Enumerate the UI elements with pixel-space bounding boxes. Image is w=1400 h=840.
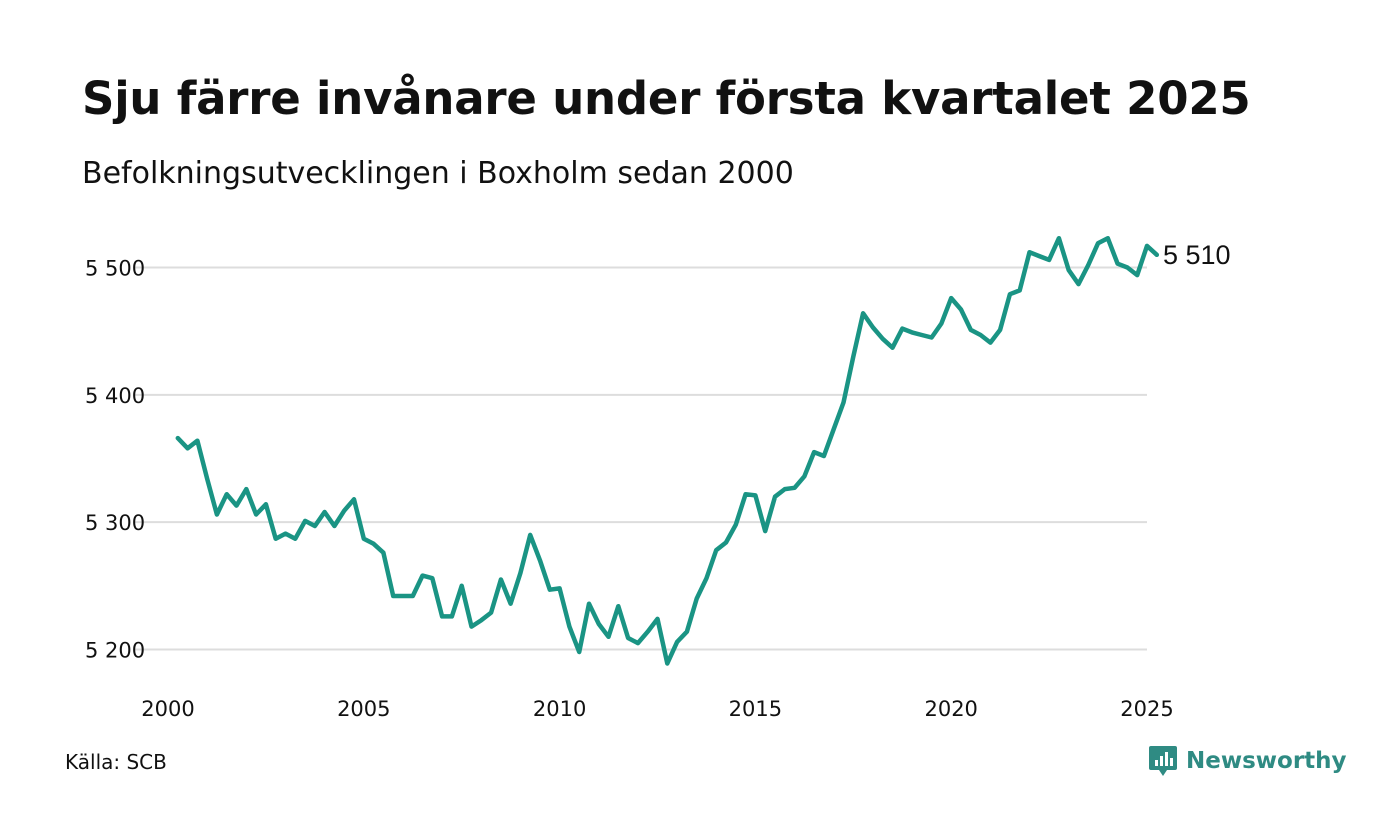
newsworthy-icon [1149, 746, 1177, 776]
chart-subtitle: Befolkningsutvecklingen i Boxholm sedan … [82, 156, 794, 191]
y-tick-label: 5 400 [85, 384, 145, 408]
brand-logo: Newsworthy [1148, 744, 1347, 778]
brand-name: Newsworthy [1186, 748, 1347, 774]
line-chart: 5 200 5 300 5 400 5 500 2000 2005 2010 2015 2020… [85, 235, 1231, 721]
x-tick-label: 2005 [337, 697, 390, 721]
end-value-label: 5 510 [1163, 240, 1231, 270]
x-tick-label: 2025 [1120, 697, 1173, 721]
chart-title: Sju färre invånare under första kvartale… [82, 72, 1251, 125]
x-tick-label: 2015 [729, 697, 782, 721]
x-tick-label: 2000 [141, 697, 194, 721]
x-tick-label: 2010 [533, 697, 586, 721]
y-tick-label: 5 500 [85, 257, 145, 281]
x-tick-label: 2020 [924, 697, 977, 721]
source-note: Källa: SCB [65, 750, 167, 774]
y-tick-label: 5 300 [85, 511, 145, 535]
y-tick-label: 5 200 [85, 639, 145, 663]
series-line [175, 235, 1160, 666]
